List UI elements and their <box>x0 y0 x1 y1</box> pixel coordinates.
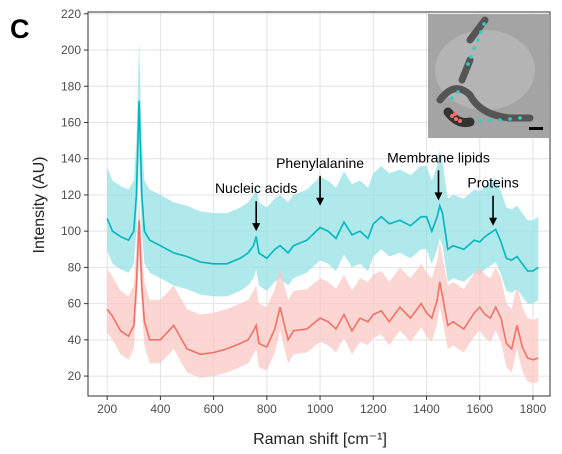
plot-border <box>87 11 551 397</box>
y-tick-label: 160 <box>61 115 81 129</box>
annotation-label: Membrane lipids <box>387 149 490 165</box>
y-tick-label: 60 <box>68 297 82 311</box>
annotation-arrowhead <box>434 192 443 201</box>
x-tick-label: 800 <box>257 402 277 416</box>
line <box>106 100 539 272</box>
y-tick-label: 100 <box>61 224 81 238</box>
y-tick-label: 20 <box>68 369 82 383</box>
x-tick-label: 1800 <box>520 402 547 416</box>
x-tick-label: 400 <box>150 402 170 416</box>
axes: 20 40 60 80 100 120 140 160 180 200 220 200 400 600 80… <box>61 7 547 416</box>
annotation-arrowhead <box>489 217 498 226</box>
panel-label: C <box>10 14 30 44</box>
y-tick-label: 120 <box>61 188 81 202</box>
line <box>106 220 539 361</box>
y-tick-label: 40 <box>68 333 82 347</box>
annotation-arrowhead <box>252 223 261 232</box>
annotation-label: Nucleic acids <box>215 180 297 196</box>
x-tick-label: 200 <box>97 402 117 416</box>
x-axis-title: Raman shift [cm⁻¹] <box>253 431 387 448</box>
inset-image <box>428 14 549 138</box>
data-layer <box>106 41 539 384</box>
y-tick-label: 140 <box>61 152 81 166</box>
y-tick-label: 220 <box>61 7 81 21</box>
ribbon <box>107 194 539 384</box>
x-tick-label: 600 <box>204 402 224 416</box>
annotation-label: Proteins <box>467 175 518 191</box>
x-tick-label: 1200 <box>360 402 387 416</box>
y-tick-label: 180 <box>61 79 81 93</box>
annotation-arrowhead <box>316 197 325 206</box>
x-tick-label: 1600 <box>466 402 493 416</box>
annotation-label: Phenylalanine <box>276 155 364 171</box>
x-tick-label: 1400 <box>413 402 440 416</box>
ribbon <box>107 41 539 304</box>
x-tick-label: 1000 <box>307 402 334 416</box>
y-axis-title: Intensity (AU) <box>31 157 48 254</box>
y-tick-label: 200 <box>61 43 81 57</box>
y-tick-label: 80 <box>68 260 82 274</box>
